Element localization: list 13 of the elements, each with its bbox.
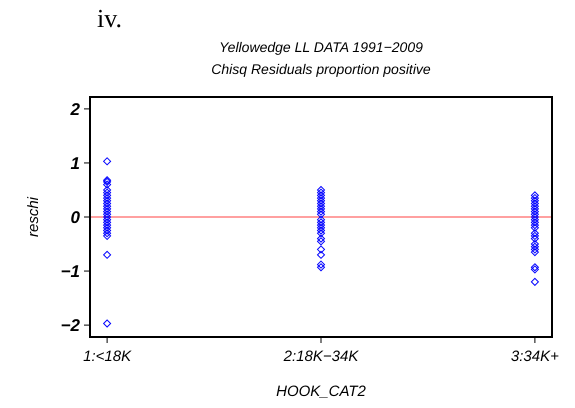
text: iv.: [97, 4, 122, 33]
x-tick-label: 1:<18K: [83, 348, 132, 365]
y-tick-label: −1: [60, 262, 80, 282]
y-tick-label: 0: [70, 208, 81, 227]
y-tick-label: 2: [70, 100, 81, 119]
y-axis-title: reschi: [25, 196, 42, 238]
chart-subtitle: Chisq Residuals proportion positive: [211, 61, 431, 77]
y-tick-label: 1: [70, 154, 80, 173]
chart-title: Yellowedge LL DATA 1991−2009: [219, 39, 424, 55]
x-tick-label: 3:34K+: [510, 348, 560, 365]
x-tick-label: 2:18K−34K: [282, 348, 360, 365]
x-axis-title: HOOK_CAT2: [276, 383, 367, 400]
y-tick-label: −2: [60, 316, 81, 336]
